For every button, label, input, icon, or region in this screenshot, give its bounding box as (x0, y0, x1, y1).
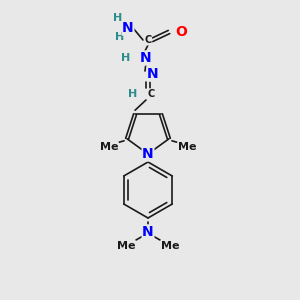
Text: N: N (140, 51, 152, 65)
Text: Me: Me (100, 142, 118, 152)
Text: C: C (147, 89, 155, 99)
Text: N: N (147, 67, 159, 81)
Text: H: H (113, 13, 123, 23)
Text: N: N (142, 225, 154, 239)
Text: Me: Me (178, 142, 196, 152)
Text: N: N (122, 21, 134, 35)
Text: H: H (122, 53, 130, 63)
Text: O: O (175, 25, 187, 39)
Text: Me: Me (117, 241, 135, 251)
Text: H: H (116, 32, 124, 42)
Text: C: C (144, 35, 152, 45)
Text: H: H (128, 89, 138, 99)
Text: N: N (142, 147, 154, 161)
Text: Me: Me (161, 241, 179, 251)
